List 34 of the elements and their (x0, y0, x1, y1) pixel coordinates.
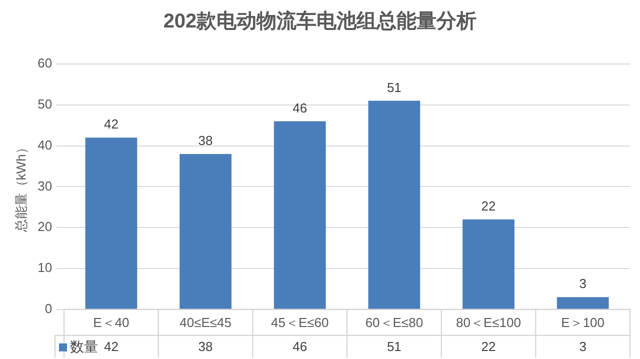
annotation: 22 (481, 198, 496, 214)
annotation: 46 (292, 100, 308, 116)
x-tick-label: 80＜E≤100 (456, 314, 521, 330)
bar (462, 219, 514, 309)
x-tick-label: 45＜E≤60 (271, 314, 329, 330)
annotation: 51 (386, 80, 402, 95)
y-tick-label: 50 (38, 96, 52, 112)
x-tick-label: 60＜E≤80 (365, 314, 424, 330)
y-tick-label: 40 (38, 137, 52, 152)
bar (368, 100, 420, 309)
data-label: 51 (386, 338, 402, 354)
chart-title: 202款电动物流车电池组总能量分析 (163, 10, 477, 33)
annotation: 38 (198, 133, 213, 148)
legend-label: 数量 (70, 338, 98, 354)
y-tick-label: 30 (38, 178, 52, 194)
data-label: 38 (198, 338, 213, 354)
bar (274, 121, 326, 309)
bar (180, 154, 232, 309)
data-label: 22 (481, 338, 496, 354)
data-label: 42 (104, 338, 118, 354)
y-tick-label: 60 (38, 56, 52, 71)
bar (556, 297, 609, 309)
bar (85, 138, 138, 309)
y-tick-label: 10 (38, 260, 52, 276)
data-label: 46 (292, 338, 308, 354)
y-tick-label: 0 (44, 300, 52, 316)
annotation: 3 (579, 276, 586, 292)
y-axis-title: 总能量（kWh） (13, 141, 28, 234)
x-tick-label: E＞100 (561, 314, 605, 330)
annotation: 42 (104, 116, 118, 132)
x-tick-label: E＜40 (93, 314, 130, 330)
data-label: 3 (579, 338, 586, 354)
x-tick-label: 40≤E≤45 (180, 314, 232, 330)
y-tick-label: 20 (38, 219, 52, 234)
